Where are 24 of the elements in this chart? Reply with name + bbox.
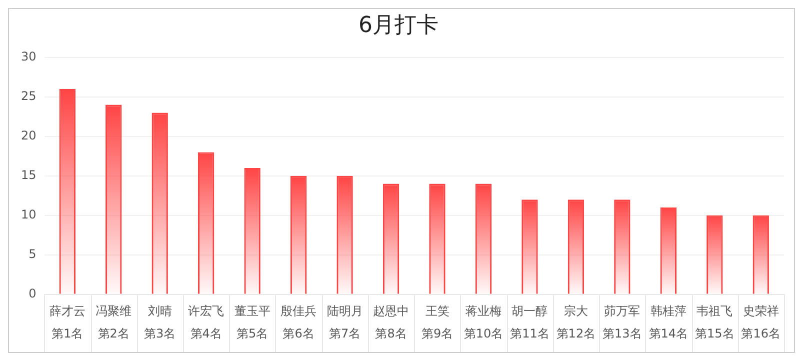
x-tick-label: 韦祖飞第15名 <box>695 304 734 341</box>
x-tick-label: 冯聚维第2名 <box>96 304 132 341</box>
x-tick-label: 史荣祥第16名 <box>741 304 781 341</box>
x-tick-label: 王笑第9名 <box>421 304 454 341</box>
x-tick-label: 赵恩中第8名 <box>373 304 410 341</box>
y-tick-label: 30 <box>20 50 36 64</box>
y-tick-label: 20 <box>20 128 36 143</box>
y-tick-label: 5 <box>28 247 36 262</box>
y-tick-label: 15 <box>20 168 36 182</box>
x-tick-label: 胡一醇第11名 <box>510 304 550 341</box>
y-tick-label: 25 <box>20 89 36 104</box>
x-tick-label: 茆万军第13名 <box>602 304 642 341</box>
x-tick-label: 宗大第12名 <box>556 304 596 341</box>
x-tick-label: 薛才云第1名 <box>49 304 86 341</box>
y-tick-label: 10 <box>20 208 36 222</box>
x-tick-label: 韩桂萍第14名 <box>648 304 688 341</box>
x-tick-label: 蒋业梅第10名 <box>464 304 504 341</box>
x-tick-label: 许宏飞第4名 <box>188 304 224 341</box>
x-tick-label: 陆明月第7名 <box>326 304 363 341</box>
y-tick-label: 0 <box>28 286 36 301</box>
chart-title: 6月打卡 <box>358 12 438 38</box>
x-tick-label: 刘晴第3名 <box>144 304 176 341</box>
x-tick-label: 董玉平第5名 <box>234 304 270 341</box>
x-tick-label: 殷佳兵第6名 <box>280 304 317 341</box>
